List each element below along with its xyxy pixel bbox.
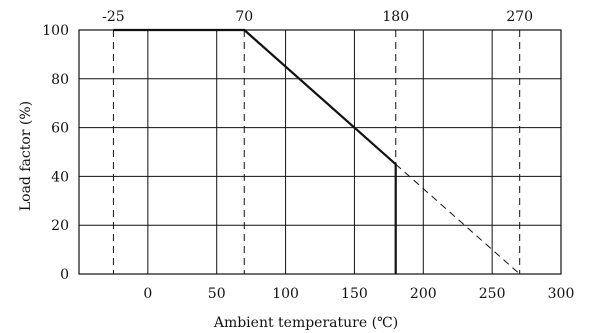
x-tick-label: 300	[548, 286, 575, 302]
x-tick-label: 100	[272, 286, 299, 302]
top-temperature-label: 70	[235, 9, 253, 25]
derating-curve	[113, 28, 397, 274]
top-temperature-label: -25	[102, 9, 125, 25]
top-temperature-label: 180	[382, 9, 409, 25]
y-tick-label: 80	[51, 72, 69, 88]
x-axis-label: Ambient temperature (℃)	[213, 315, 398, 331]
y-axis-label: Load factor (%)	[18, 101, 34, 211]
y-tick-label: 100	[42, 23, 69, 39]
series-layer	[113, 28, 521, 275]
x-tick-label: 250	[479, 286, 506, 302]
y-tick-label: 0	[60, 267, 69, 283]
top-labels-layer: -25 70 180 270	[102, 9, 533, 25]
derating-extension-line	[395, 163, 521, 275]
plot-frame	[78, 29, 562, 275]
x-tick-label: 200	[410, 286, 437, 302]
top-temperature-label: 270	[506, 9, 533, 25]
grid-layer	[79, 30, 561, 274]
y-tick-label: 60	[51, 121, 69, 137]
x-tick-label: 150	[341, 286, 368, 302]
tick-labels-layer: 0 50 100 150 200 250 300 0 20 40 60 80 100	[42, 23, 574, 302]
y-tick-label: 20	[51, 218, 69, 234]
reference-lines-layer	[112, 30, 521, 274]
y-tick-label: 40	[51, 169, 69, 185]
x-tick-label: 0	[143, 286, 152, 302]
x-tick-label: 50	[208, 286, 226, 302]
